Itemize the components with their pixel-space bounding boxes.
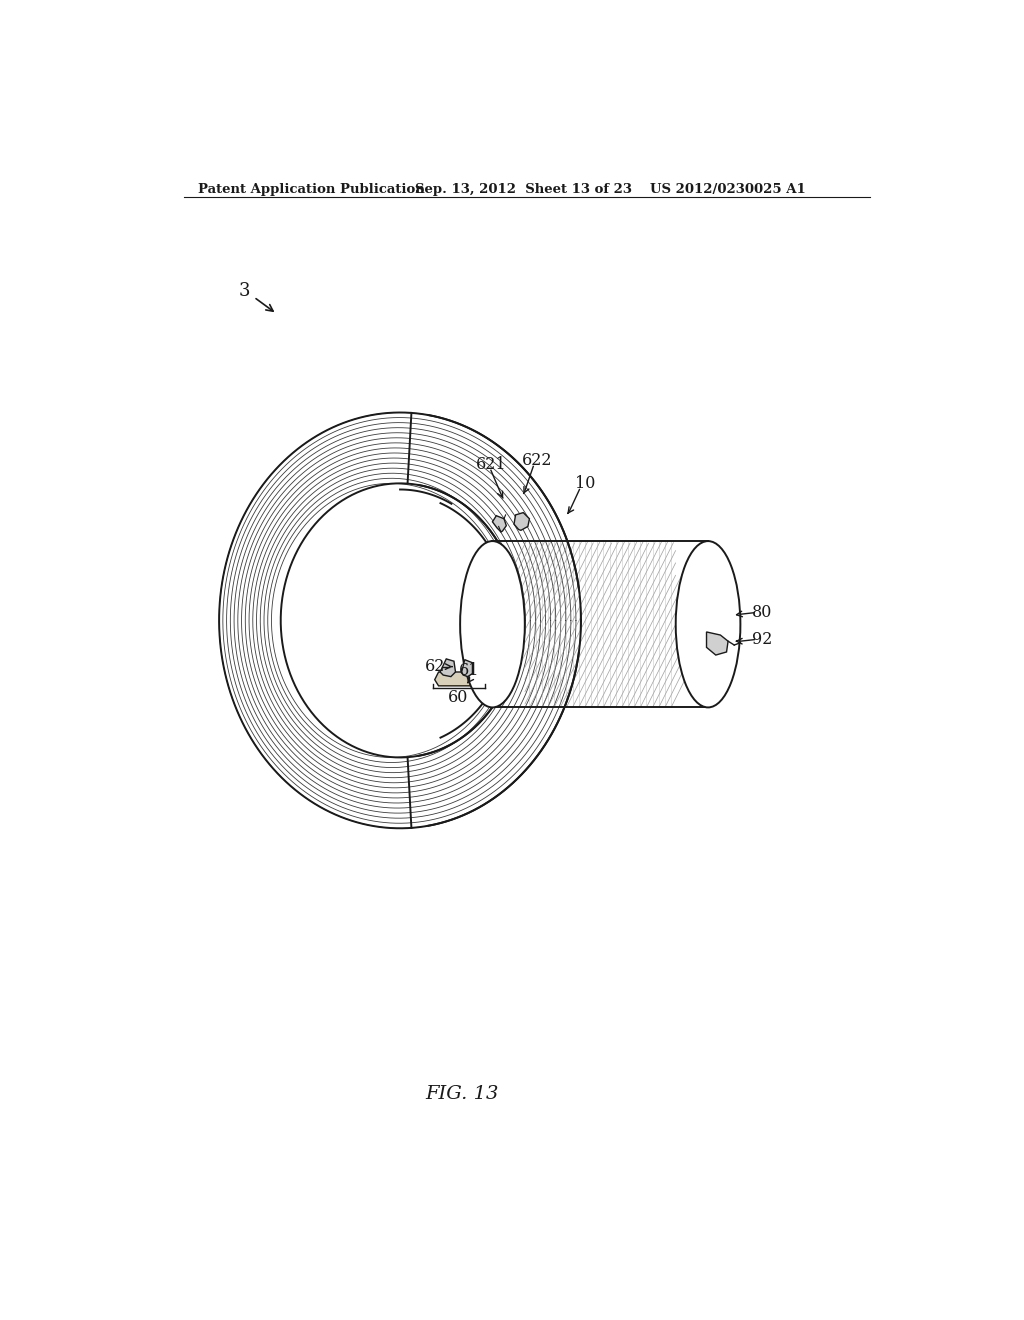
FancyBboxPatch shape (493, 541, 708, 708)
Text: 80: 80 (752, 605, 772, 622)
Text: 62: 62 (425, 659, 445, 675)
Text: US 2012/0230025 A1: US 2012/0230025 A1 (650, 183, 806, 197)
Text: Sep. 13, 2012  Sheet 13 of 23: Sep. 13, 2012 Sheet 13 of 23 (416, 183, 633, 197)
Polygon shape (435, 672, 484, 686)
Polygon shape (493, 516, 506, 532)
Text: 622: 622 (522, 451, 552, 469)
Text: 3: 3 (239, 282, 250, 300)
Text: FIG. 13: FIG. 13 (425, 1085, 499, 1104)
Ellipse shape (460, 541, 525, 708)
Text: 61: 61 (459, 661, 479, 678)
Text: 92: 92 (752, 631, 772, 648)
Text: Patent Application Publication: Patent Application Publication (199, 183, 425, 197)
Text: 10: 10 (574, 475, 595, 492)
Polygon shape (707, 632, 728, 655)
Polygon shape (462, 660, 472, 677)
Polygon shape (514, 512, 529, 531)
Text: 621: 621 (475, 455, 506, 473)
Ellipse shape (676, 541, 740, 708)
Polygon shape (440, 659, 456, 677)
Text: 60: 60 (447, 689, 468, 706)
